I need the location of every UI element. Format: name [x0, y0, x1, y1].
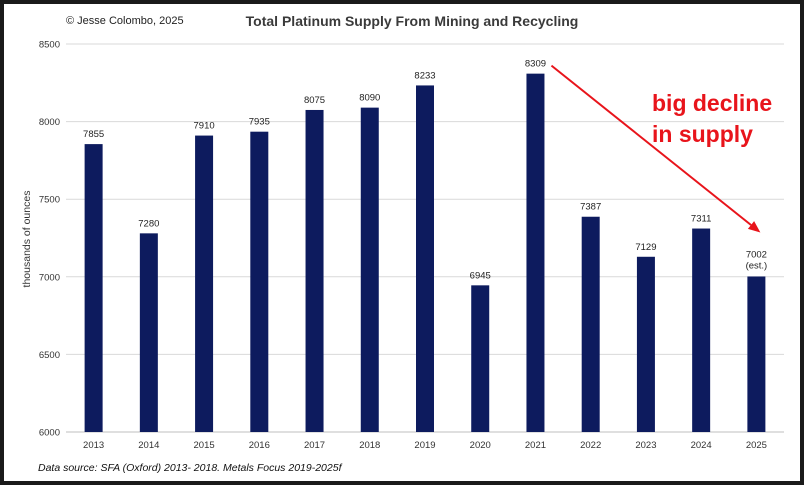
data-label: 7387	[580, 202, 601, 213]
annotation-line-2: in supply	[652, 121, 753, 147]
x-tick-label: 2025	[746, 440, 767, 451]
data-label: 8090	[359, 93, 380, 104]
y-tick-label: 7500	[39, 195, 60, 206]
copyright-notice: © Jesse Colombo, 2025	[66, 15, 184, 27]
x-tick-label: 2021	[525, 440, 546, 451]
bar	[195, 135, 214, 432]
bar	[84, 144, 103, 432]
y-tick-label: 6000	[39, 428, 60, 439]
x-tick-label: 2014	[138, 440, 159, 451]
x-tick-label: 2015	[194, 440, 215, 451]
data-label: 7855	[83, 129, 104, 140]
x-tick-label: 2018	[359, 440, 380, 451]
x-tick-label: 2022	[580, 440, 601, 451]
bar	[360, 107, 379, 432]
bar	[471, 285, 490, 432]
chart-title: Total Platinum Supply From Mining and Re…	[245, 13, 579, 29]
bar	[692, 228, 711, 432]
decline-arrow	[550, 64, 761, 233]
arrow-line	[550, 64, 752, 226]
x-axis: 2013 2014 2015 2016 2017 2018 2019 2020 2021 2022…	[83, 440, 767, 451]
bar	[526, 73, 545, 433]
data-label: 7910	[194, 121, 215, 132]
y-tick-label: 8000	[39, 117, 60, 128]
data-label: 7280	[138, 218, 159, 229]
data-label: 7311	[691, 214, 711, 225]
annotation-line-1: big decline	[652, 90, 773, 116]
data-source-note: Data source: SFA (Oxford) 2013- 2018. Me…	[38, 462, 342, 474]
data-label: 8309	[525, 59, 546, 70]
estimate-label: (est.)	[746, 260, 768, 271]
x-tick-label: 2020	[470, 440, 491, 451]
bar	[139, 233, 158, 432]
data-label: 7935	[249, 117, 270, 128]
x-tick-label: 2017	[304, 440, 325, 451]
y-tick-label: 8500	[39, 40, 60, 51]
x-tick-label: 2024	[691, 440, 712, 451]
bar	[416, 85, 434, 432]
x-tick-label: 2013	[83, 440, 104, 451]
value-labels: 7855 7280 7910 7935 8075 8090 8233 6945 8309 7387…	[83, 59, 767, 282]
y-tick-label: 6500	[39, 350, 60, 361]
bar	[581, 216, 600, 432]
x-tick-label: 2023	[635, 440, 656, 451]
y-axis: 6000 6500 7000 7500 8000 8500	[39, 40, 60, 439]
x-tick-label: 2019	[414, 440, 435, 451]
y-tick-label: 7000	[39, 272, 60, 283]
data-label: 8233	[414, 70, 435, 81]
data-label: 6945	[470, 270, 491, 281]
data-label: 7129	[635, 242, 656, 253]
bar	[636, 256, 655, 432]
arrow-head	[747, 221, 761, 233]
chart-frame: 6000 6500 7000 7500 8000 8500 7855 7280 7910 793…	[4, 4, 800, 481]
y-axis-label: thousands of ounces	[21, 191, 33, 288]
decline-annotation: big decline in supply	[652, 88, 772, 150]
bar	[305, 109, 324, 433]
bar	[747, 276, 766, 432]
data-label: 7002	[746, 249, 767, 260]
x-tick-label: 2016	[249, 440, 270, 451]
data-label: 8075	[304, 95, 325, 106]
bar-chart: 6000 6500 7000 7500 8000 8500 7855 7280 7910 793…	[21, 40, 784, 451]
bars	[84, 73, 766, 433]
bar	[250, 131, 269, 433]
